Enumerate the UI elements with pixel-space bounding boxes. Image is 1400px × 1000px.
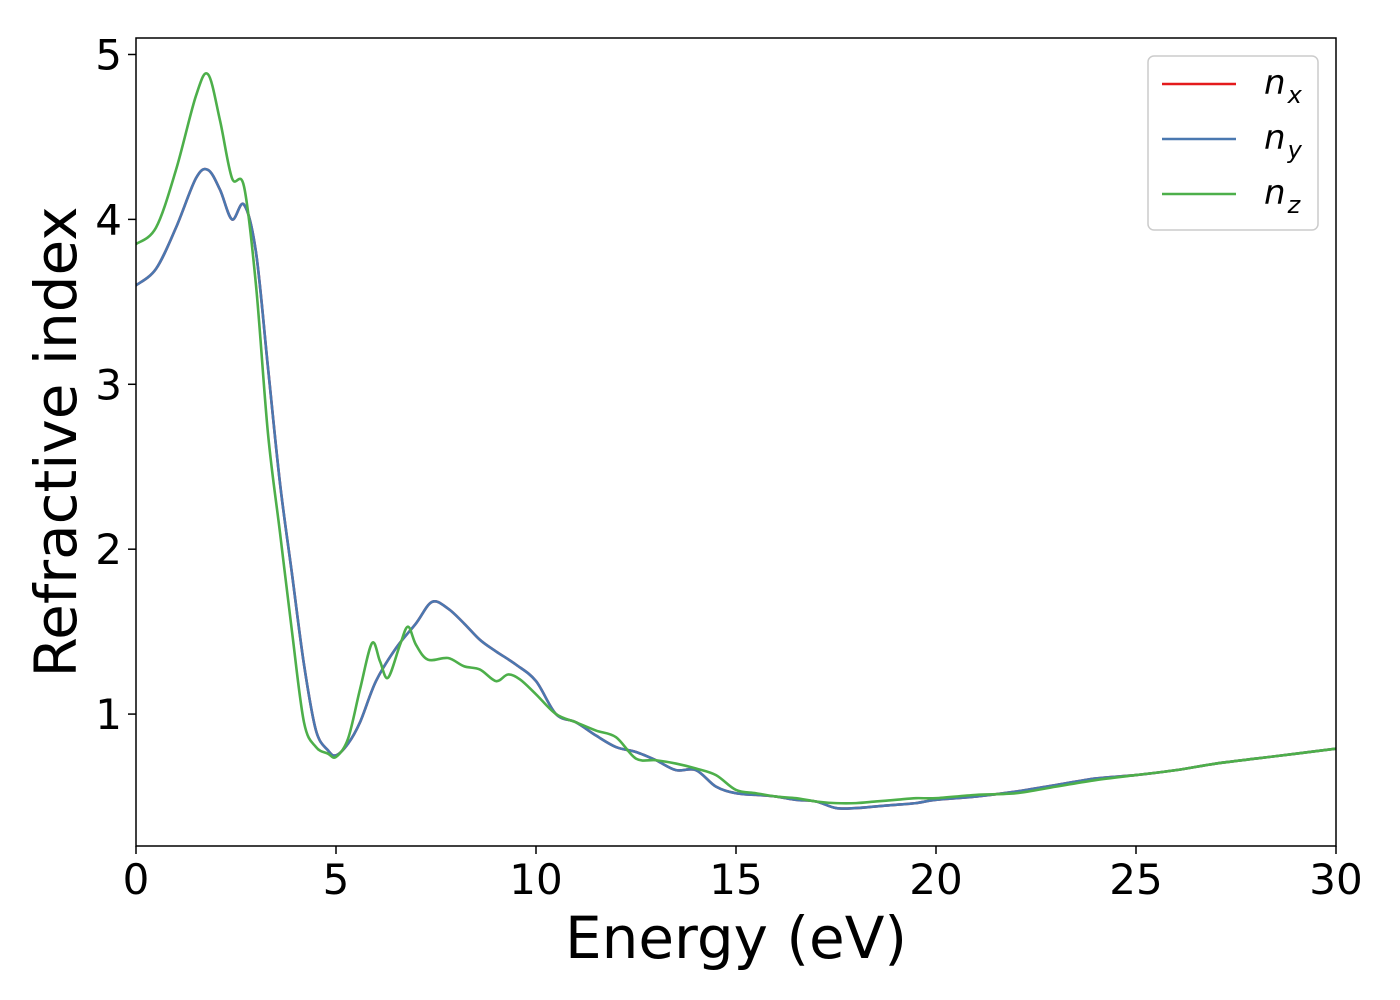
x-axis-title: Energy (eV): [565, 904, 907, 972]
legend-box: [1147, 55, 1319, 231]
legend-label-subscript: x: [1287, 81, 1303, 109]
x-axis: 0 5 10 15 20 25 30: [123, 846, 1363, 904]
y-tick-label: 1: [95, 690, 122, 739]
legend-label-base: n: [1264, 118, 1286, 158]
series-line-nz: [136, 72, 1336, 805]
x-tick-label: 30: [1309, 855, 1362, 904]
y-tick-label: 3: [95, 360, 122, 409]
x-tick-label: 5: [323, 855, 350, 904]
x-tick-label: 10: [509, 855, 562, 904]
legend-label-base: n: [1264, 173, 1286, 213]
series-lines: [136, 72, 1336, 810]
legend-label-base: n: [1264, 63, 1286, 103]
legend-label-nx: nx: [1264, 63, 1303, 109]
y-axis-title: Refractive index: [22, 206, 90, 677]
plot-area: [135, 37, 1337, 847]
legend-label-subscript: z: [1287, 191, 1302, 219]
legend-label-subscript: y: [1287, 136, 1303, 164]
legend-label-nz: nz: [1264, 173, 1302, 219]
legend-label-ny: ny: [1264, 118, 1303, 164]
x-tick-label: 25: [1109, 855, 1162, 904]
x-tick-label: 15: [709, 855, 762, 904]
x-tick-label: 0: [123, 855, 150, 904]
y-tick-label: 5: [95, 30, 122, 79]
y-tick-label: 4: [95, 195, 122, 244]
y-axis: 1 2 3 4 5: [95, 30, 136, 739]
y-tick-label: 2: [95, 525, 122, 574]
x-tick-label: 20: [909, 855, 962, 904]
